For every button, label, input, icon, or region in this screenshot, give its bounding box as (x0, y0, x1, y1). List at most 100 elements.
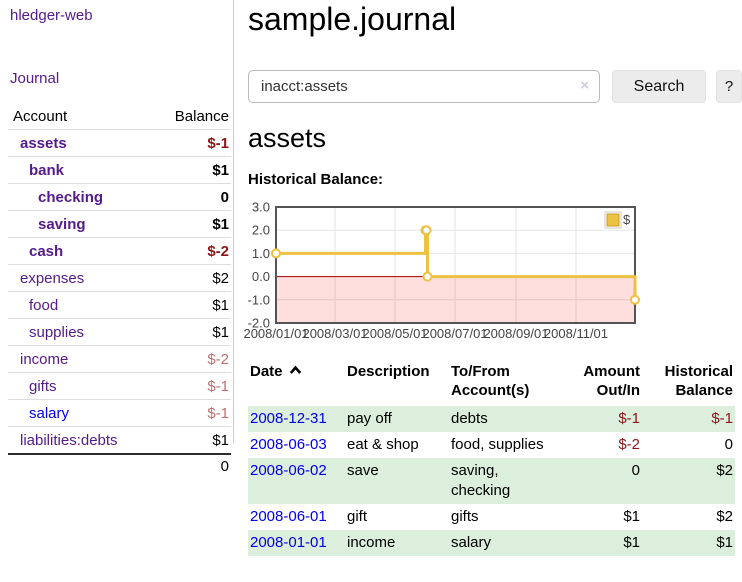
sidebar-account-link[interactable]: assets (20, 134, 67, 152)
transaction-description: eat & shop (347, 436, 419, 453)
register-header-date-label: Date (250, 363, 283, 380)
transaction-date-link[interactable]: 2008-06-01 (250, 508, 327, 525)
sidebar-account-link[interactable]: food (29, 296, 59, 314)
accounts-table: Account Balance assets $-1 bank $1 checking 0… (8, 103, 231, 476)
transaction-date-link[interactable]: 2008-06-02 (250, 462, 327, 479)
search-box: × (248, 70, 600, 103)
sidebar-account-link[interactable]: income (20, 350, 69, 368)
search-form: × Search ? (248, 70, 742, 103)
sidebar-account-link[interactable]: saving (38, 215, 86, 233)
search-button[interactable]: Search (612, 70, 706, 103)
sidebar-account-link[interactable]: supplies (29, 323, 85, 341)
chart-x-tick-label: 2008/09/01 (483, 326, 548, 341)
brand-link[interactable]: hledger-web (10, 7, 93, 24)
transaction-balance: $-1 (711, 410, 733, 427)
account-row: bank $1 (8, 156, 231, 184)
transaction-amount: $-1 (618, 410, 640, 427)
transaction-date-link[interactable]: 2008-12-31 (250, 410, 327, 427)
account-row: assets $-1 (8, 129, 231, 157)
transaction-accounts: gifts (449, 504, 580, 530)
account-balance: $1 (154, 156, 231, 184)
help-button[interactable]: ? (716, 70, 742, 103)
chart-data-point (421, 225, 432, 236)
transaction-description: gift (347, 508, 368, 525)
register-date-cell: 2008-06-01 (248, 504, 345, 530)
chart-x-tick-label: 2008/11/01 (544, 326, 608, 341)
transaction-date-link[interactable]: 2008-01-01 (250, 534, 327, 551)
sidebar-item-journal[interactable]: Journal (10, 70, 60, 87)
account-balance: $-2 (154, 237, 231, 265)
register-row: 2008-01-01 income salary $1 $1 (248, 530, 735, 556)
chart-svg: 3.0 2.0 1.0 0.0 -1.0 -2.02008/01/012008/03/01… (243, 200, 640, 341)
legend-swatch-icon (606, 213, 620, 227)
account-row: cash $-2 (8, 237, 231, 265)
account-balance: $1 (154, 210, 231, 238)
account-row: liabilities:debts $1 (8, 426, 231, 454)
transaction-balance: $2 (716, 462, 733, 479)
register-date-cell: 2008-06-03 (248, 432, 345, 458)
account-balance: $1 (154, 318, 231, 346)
account-balance: $2 (154, 264, 231, 292)
chart-y-tick-label: -1.0 (248, 292, 270, 307)
account-name-cell: bank (8, 156, 155, 184)
account-row: supplies $1 (8, 318, 231, 346)
transaction-balance: $2 (716, 508, 733, 525)
register-date-cell: 2008-01-01 (248, 530, 345, 556)
transaction-amount: $1 (623, 534, 640, 551)
account-balance: $-1 (154, 399, 231, 427)
main-content: sample.journal × Search ? assets Histori… (243, 0, 742, 582)
chart-y-tick-label: 1.0 (252, 246, 270, 261)
transaction-accounts-text: food, supplies (451, 436, 544, 453)
account-name-cell: saving (8, 210, 155, 238)
register-date-cell: 2008-12-31 (248, 406, 345, 432)
legend-label: $ (623, 212, 631, 227)
page-title: sample.journal (248, 1, 457, 37)
chart-y-tick-label: 2.0 (252, 223, 270, 238)
account-name-cell: checking (8, 183, 155, 211)
transaction-amount: $1 (623, 508, 640, 525)
account-balance: $1 (154, 291, 231, 319)
sidebar-account-link[interactable]: gifts (29, 377, 57, 395)
transaction-accounts: saving, checking (449, 458, 580, 504)
register-header-description: Description (347, 363, 430, 380)
account-name-cell: salary (8, 399, 155, 427)
account-balance: $-2 (154, 345, 231, 373)
account-name-cell: gifts (8, 372, 155, 400)
chart-negative-region (276, 276, 635, 323)
account-name-cell: supplies (8, 318, 155, 346)
accounts-total-spacer (8, 453, 155, 476)
accounts-header-balance: Balance (174, 107, 229, 125)
transaction-accounts-text: salary (451, 534, 492, 551)
chart-y-tick-label: -2.0 (248, 316, 270, 331)
sidebar-account-link[interactable]: liabilities:debts (20, 431, 118, 449)
account-balance: $1 (154, 426, 231, 454)
chart-data-point (422, 271, 433, 282)
sidebar-account-link[interactable]: bank (29, 161, 65, 179)
historical-balance-chart[interactable]: 3.0 2.0 1.0 0.0 -1.0 -2.0 2008/01/01 2008/03/01… (243, 194, 742, 346)
accounts-total-row: 0 (8, 453, 231, 476)
transaction-balance: 0 (724, 436, 733, 453)
sidebar-account-link[interactable]: salary (29, 404, 70, 422)
account-row: expenses $2 (8, 264, 231, 292)
sidebar-account-link[interactable]: checking (38, 188, 104, 206)
transaction-date-link[interactable]: 2008-06-03 (250, 436, 327, 453)
sidebar: hledger-web Journal Account Balance asse… (0, 0, 234, 476)
register-row: 2008-06-01 gift gifts $1 $2 (248, 504, 735, 530)
register-header-row: Date Description To/From Account(s) Amoun… (248, 360, 735, 406)
transaction-description: income (347, 534, 396, 551)
register-row: 2008-06-03 eat & shop food, supplies $-2 0 (248, 432, 735, 458)
sidebar-account-link[interactable]: cash (29, 242, 64, 260)
chart-x-tick-label: 2008/07/01 (422, 326, 487, 341)
sidebar-account-link[interactable]: expenses (20, 269, 85, 287)
register-header-date[interactable]: Date (248, 360, 345, 406)
transaction-accounts-text: saving, checking (451, 462, 511, 499)
register-header-amount: Amount Out/In (583, 363, 640, 399)
register-row: 2008-06-02 save saving, checking 0 $2 (248, 458, 735, 504)
clear-search-icon[interactable]: × (580, 77, 589, 94)
chart-y-tick-label: 3.0 (252, 200, 270, 215)
transaction-accounts-text: gifts (451, 508, 479, 525)
account-row: income $-2 (8, 345, 231, 373)
account-row: salary $-1 (8, 399, 231, 427)
accounts-total-value: 0 (154, 453, 231, 476)
search-input[interactable] (248, 70, 600, 103)
